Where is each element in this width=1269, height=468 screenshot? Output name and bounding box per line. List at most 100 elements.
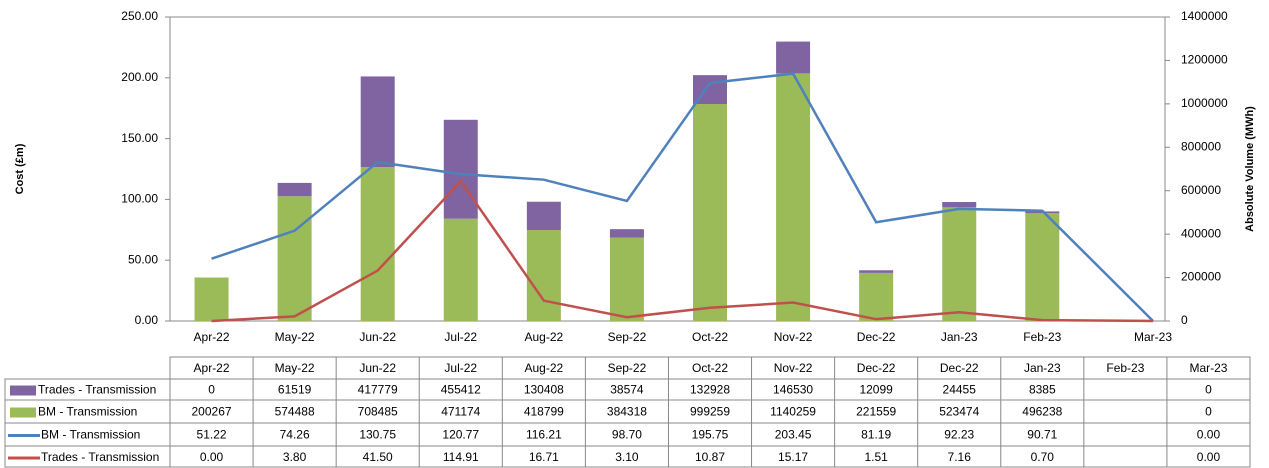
table-cell: 0.00 xyxy=(1197,450,1221,464)
table-cell: 708485 xyxy=(358,405,398,419)
bar xyxy=(859,270,894,273)
bar xyxy=(859,272,894,321)
table-cell: 146530 xyxy=(773,383,813,397)
y-tick-label: 100.00 xyxy=(121,192,158,206)
table-header: Sep-22 xyxy=(608,361,647,375)
bar xyxy=(776,73,811,321)
table-cell: 1.51 xyxy=(864,450,888,464)
table-cell: 200267 xyxy=(192,405,232,419)
y2-tick-label: 1200000 xyxy=(1181,53,1228,67)
x-tick-label: Aug-22 xyxy=(524,330,563,344)
legend-label: Trades - Transmission xyxy=(41,450,159,464)
table-header: Dec-22 xyxy=(857,361,896,375)
table-cell: 574488 xyxy=(275,405,315,419)
table-cell: 0.00 xyxy=(1197,428,1221,442)
x-tick-label: Jul-22 xyxy=(444,330,477,344)
y2-tick-label: 0 xyxy=(1181,313,1188,327)
table-cell: 0 xyxy=(208,383,215,397)
y-tick-label: 250.00 xyxy=(121,9,158,23)
bar xyxy=(693,104,727,322)
x-tick-label: Feb-23 xyxy=(1023,330,1061,344)
bar xyxy=(609,237,644,321)
bar xyxy=(360,167,395,321)
table-header: May-22 xyxy=(275,361,315,375)
table-cell: 7.16 xyxy=(948,450,972,464)
table-cell: 130.75 xyxy=(359,428,396,442)
table-cell: 130408 xyxy=(524,383,564,397)
table-header: Apr-22 xyxy=(194,361,230,375)
plot-area xyxy=(169,16,1166,322)
table-cell: 471174 xyxy=(441,405,480,419)
y2-tick-label: 1400000 xyxy=(1181,9,1228,23)
x-tick-label: Dec-22 xyxy=(857,330,896,344)
table-cell: 0 xyxy=(1205,405,1212,419)
bar xyxy=(942,207,977,321)
legend-label: Trades - Transmission xyxy=(38,383,156,397)
x-tick-label: Apr-22 xyxy=(194,330,230,344)
table-cell: 195.75 xyxy=(692,428,729,442)
table-header: Nov-22 xyxy=(774,361,813,375)
line-series xyxy=(211,72,1154,322)
legend-swatch xyxy=(10,407,36,418)
bar xyxy=(194,277,229,321)
table-cell: 10.87 xyxy=(695,450,725,464)
y-tick-label: 150.00 xyxy=(121,131,158,145)
bar xyxy=(1025,213,1060,321)
table-cell: 384318 xyxy=(607,405,647,419)
table-cell: 61519 xyxy=(278,383,312,397)
bar xyxy=(942,202,977,208)
y-axis-title: Cost (£m) xyxy=(14,143,26,194)
legend-label: BM - Transmission xyxy=(38,405,137,419)
table-cell: 221559 xyxy=(856,405,896,419)
table-cell: 38574 xyxy=(610,383,644,397)
bar xyxy=(360,76,395,168)
y-tick-label: 0.00 xyxy=(135,313,159,327)
bar xyxy=(776,41,811,74)
table-header: Feb-23 xyxy=(1106,361,1144,375)
bar xyxy=(277,196,312,321)
table-cell: 132928 xyxy=(690,383,730,397)
table-cell: 418799 xyxy=(524,405,564,419)
table-cell: 1140259 xyxy=(770,405,816,419)
table-cell: 496238 xyxy=(1022,405,1062,419)
x-tick-label: Mar-23 xyxy=(1134,330,1172,344)
y-tick-label: 50.00 xyxy=(128,252,158,266)
bar xyxy=(526,230,561,321)
table-cell: 51.22 xyxy=(197,428,227,442)
x-tick-label: Nov-22 xyxy=(774,330,813,344)
y2-tick-label: 600000 xyxy=(1181,183,1221,197)
table-cell: 3.10 xyxy=(615,450,639,464)
table-cell: 120.77 xyxy=(442,428,479,442)
table-header: Jun-22 xyxy=(359,361,396,375)
table-cell: 98.70 xyxy=(612,428,642,442)
line-series xyxy=(211,179,1154,323)
bar xyxy=(277,182,312,197)
table-cell: 203.45 xyxy=(775,428,812,442)
y-tick-label: 200.00 xyxy=(121,70,158,84)
y2-tick-label: 400000 xyxy=(1181,226,1221,240)
table-cell: 15.17 xyxy=(778,450,808,464)
legend-swatch xyxy=(10,385,36,396)
table-header: Jul-22 xyxy=(444,361,477,375)
table-cell: 455412 xyxy=(441,383,481,397)
table-cell: 523474 xyxy=(939,405,979,419)
table-cell: 74.26 xyxy=(280,428,310,442)
table-cell: 81.19 xyxy=(861,428,891,442)
table-header: Jan-23 xyxy=(1024,361,1061,375)
table-cell: 92.23 xyxy=(944,428,974,442)
x-tick-label: Oct-22 xyxy=(692,330,728,344)
table-cell: 24455 xyxy=(943,383,977,397)
x-tick-label: May-22 xyxy=(275,330,315,344)
bar xyxy=(609,229,644,238)
table-cell: 41.50 xyxy=(363,450,393,464)
table-header: Mar-23 xyxy=(1189,361,1227,375)
table-header: Aug-22 xyxy=(524,361,563,375)
y2-axis-title: Absolute Volume (MWh) xyxy=(1244,106,1256,232)
table-cell: 417779 xyxy=(358,383,398,397)
table-header: Dec-22 xyxy=(940,361,979,375)
x-tick-label: Jan-23 xyxy=(941,330,978,344)
table-cell: 12099 xyxy=(859,383,893,397)
table-cell: 16.71 xyxy=(529,450,559,464)
table-cell: 90.71 xyxy=(1027,428,1057,442)
